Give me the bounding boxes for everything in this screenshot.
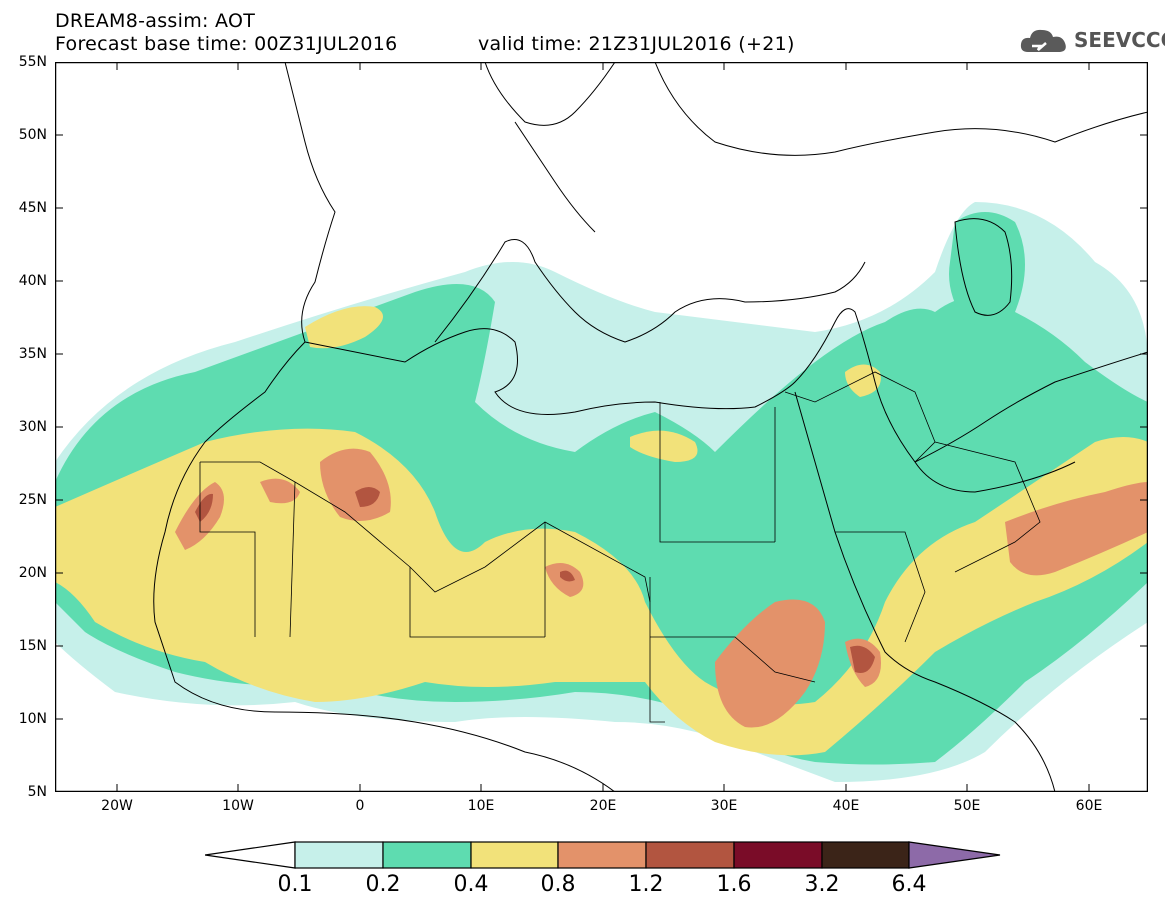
lon-label: 40E [832,798,860,814]
lon-label: 20E [589,798,617,814]
lat-label: 45N [18,200,47,216]
map-title: DREAM8-assim: AOT [55,10,256,32]
colorbar-label: 1.6 [716,872,752,897]
coastlines [153,62,1148,792]
lon-label: 50E [953,798,981,814]
aot-band-0.4-iberia [305,306,383,349]
colorbar-bin-7 [821,841,910,869]
colorbar-label: 6.4 [891,872,927,897]
cloud-logo-icon [1020,29,1066,52]
aot-band-1.2-westsahara [195,493,213,522]
colorbar-above-triangle [908,841,1001,869]
colorbar-bin-4 [557,841,647,869]
lon-label: 10E [467,798,495,814]
aot-shading [55,202,1148,782]
colorbar-bin-3 [470,841,559,869]
aot-band-1.2-ethiopia [850,645,875,673]
colorbar-label: 0.2 [365,872,401,897]
lat-label: 15N [18,638,47,654]
lat-label: 40N [18,273,47,289]
axis-ticks [55,62,1148,792]
lat-label: 50N [18,127,47,143]
lat-label: 10N [18,711,47,727]
aot-band-0.8-mauritania [260,478,300,504]
lon-label: 60E [1075,798,1103,814]
colorbar-label: 0.8 [540,872,576,897]
aot-band-0.4-libya [630,430,698,462]
aot-band-0.8-oman [1005,482,1148,576]
colorbar-below-triangle [205,841,296,869]
lat-label: 55N [18,54,47,70]
colorbar-bin-1 [294,841,384,869]
logo-text: SEEVCCC [1074,28,1165,52]
seevccc-logo: SEEVCCC [1018,24,1165,58]
lat-label: 5N [27,784,47,800]
aot-colorbar [205,841,1001,869]
colorbar-label: 3.2 [804,872,840,897]
forecast-base-time: Forecast base time: 00Z31JUL2016 [55,33,398,55]
aot-band-0.8-sudan [715,599,825,728]
colorbar-label: 1.2 [628,872,664,897]
aot-map [55,62,1148,792]
lat-label: 25N [18,492,47,508]
lon-label: 20W [101,798,133,814]
lat-label: 20N [18,565,47,581]
colorbar-bin-5 [645,841,735,869]
colorbar-bin-2 [382,841,472,869]
colorbar-label: 0.4 [453,872,489,897]
lon-label: 30E [710,798,738,814]
lon-label: 10W [222,798,254,814]
lon-label: 0 [355,798,365,814]
lat-label: 30N [18,419,47,435]
aot-band-0.2-caspian [949,212,1025,326]
colorbar-bin-6 [733,841,823,869]
colorbar-label: 0.1 [277,872,313,897]
borders [199,371,1041,723]
valid-time: valid time: 21Z31JUL2016 (+21) [478,33,795,55]
aot-band-1.2-chad [560,570,575,582]
aot-band-0.4-arabia [845,364,881,397]
aot-band-1.2-algeria [355,487,380,507]
lat-label: 35N [18,346,47,362]
